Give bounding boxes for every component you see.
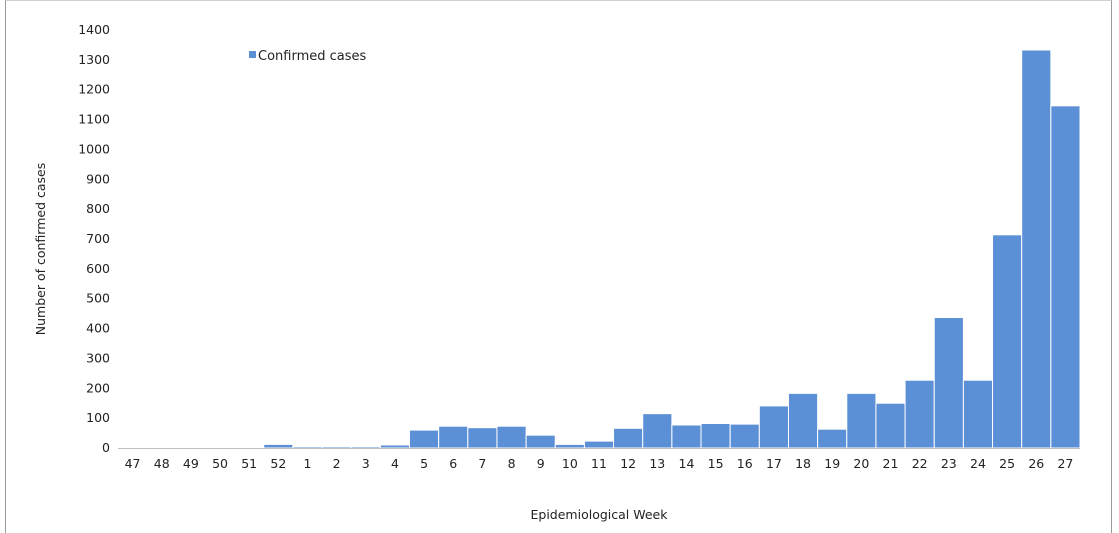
- x-tick-label: 3: [362, 456, 370, 471]
- x-tick-label: 1: [304, 456, 312, 471]
- bar-series-confirmed-cases: [263, 49, 1081, 449]
- bar-week-2: [321, 446, 352, 449]
- bar-week-19: [817, 428, 848, 449]
- x-tick-label: 9: [537, 456, 545, 471]
- x-tick-label: 23: [941, 456, 957, 471]
- x-tick-label: 20: [853, 456, 869, 471]
- bar-week-21: [875, 402, 906, 449]
- y-tick-label: 600: [86, 261, 110, 276]
- x-tick-label: 5: [420, 456, 428, 471]
- bar-week-15: [700, 423, 731, 449]
- bar-week-14: [671, 424, 702, 449]
- x-tick-label: 52: [270, 456, 286, 471]
- legend: Confirmed cases: [249, 49, 367, 64]
- x-tick-label: 51: [241, 456, 257, 471]
- x-tick-label: 4: [391, 456, 399, 471]
- y-tick-label: 1100: [78, 112, 110, 127]
- y-tick-label: 1000: [78, 141, 110, 156]
- bar-week-12: [613, 427, 644, 449]
- x-axis-tick-labels: 47 48 49 50 51 52 1 2 3 4 5 6 7 8 9 10 11 12 13 14 15 16 17 18 1…: [125, 456, 1074, 471]
- x-tick-label: 26: [1028, 456, 1044, 471]
- x-tick-label: 19: [824, 456, 840, 471]
- y-tick-label: 1400: [78, 22, 110, 37]
- bar-week-17: [758, 405, 789, 449]
- x-tick-label: 27: [1057, 456, 1073, 471]
- x-axis-title: Epidemiological Week: [531, 507, 669, 522]
- bar-week-10: [554, 443, 585, 449]
- bar-week-16: [729, 423, 760, 449]
- y-axis-tick-labels: 0 100 200 300 400 500 600 700 800 900 1000 1100 1200…: [78, 22, 110, 455]
- x-tick-label: 15: [708, 456, 724, 471]
- x-tick-label: 8: [508, 456, 516, 471]
- y-tick-label: 300: [86, 350, 110, 365]
- x-tick-label: 13: [649, 456, 665, 471]
- y-tick-label: 1300: [78, 52, 110, 67]
- chart-frame: [5, 0, 1112, 533]
- bar-week-23: [933, 317, 964, 449]
- x-tick-label: 49: [183, 456, 199, 471]
- bar-week-1: [292, 446, 323, 449]
- bar-week-13: [642, 413, 673, 449]
- x-tick-label: 48: [154, 456, 170, 471]
- bar-week-25: [992, 234, 1023, 449]
- x-tick-label: 50: [212, 456, 228, 471]
- y-tick-label: 1200: [78, 82, 110, 97]
- bar-week-4: [379, 444, 411, 449]
- bar-week-9: [525, 434, 556, 449]
- bar-week-7: [467, 427, 498, 449]
- x-tick-label: 10: [562, 456, 578, 471]
- y-tick-label: 200: [86, 380, 110, 395]
- y-axis-title: Number of confirmed cases: [33, 163, 48, 335]
- x-tick-label: 11: [591, 456, 607, 471]
- bar-week-5: [409, 429, 440, 449]
- x-tick-label: 6: [449, 456, 457, 471]
- x-tick-label: 22: [912, 456, 928, 471]
- x-tick-label: 17: [766, 456, 782, 471]
- bar-week-18: [787, 392, 819, 449]
- legend-swatch-confirmed-cases: [249, 51, 256, 58]
- bar-week-11: [583, 440, 615, 449]
- bar-week-52: [263, 443, 294, 449]
- bar-week-20: [846, 392, 877, 449]
- x-tick-label: 47: [125, 456, 141, 471]
- bar-week-27: [1050, 105, 1081, 449]
- y-tick-label: 0: [102, 440, 110, 455]
- x-tick-label: 24: [970, 456, 986, 471]
- y-tick-label: 800: [86, 201, 110, 216]
- x-tick-label: 12: [620, 456, 636, 471]
- x-tick-label: 18: [795, 456, 811, 471]
- y-tick-label: 500: [86, 291, 110, 306]
- bar-week-22: [904, 379, 935, 449]
- legend-label-confirmed-cases: Confirmed cases: [258, 49, 367, 64]
- x-tick-label: 16: [737, 456, 753, 471]
- y-tick-label: 700: [86, 231, 110, 246]
- bar-week-3: [350, 446, 381, 449]
- x-tick-label: 21: [883, 456, 899, 471]
- x-tick-label: 7: [478, 456, 486, 471]
- x-tick-label: 25: [999, 456, 1015, 471]
- y-tick-label: 100: [86, 410, 110, 425]
- y-tick-label: 900: [86, 171, 110, 186]
- x-tick-label: 2: [333, 456, 341, 471]
- y-tick-label: 400: [86, 321, 110, 336]
- bar-week-24: [962, 379, 994, 449]
- bar-week-8: [496, 425, 527, 449]
- bar-week-26: [1021, 49, 1052, 449]
- x-tick-label: 14: [679, 456, 695, 471]
- bar-week-6: [438, 425, 469, 449]
